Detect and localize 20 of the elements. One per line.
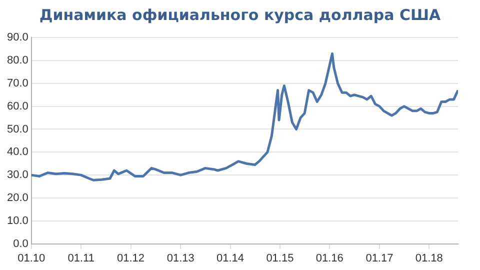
x-tick-label: 01.12 (117, 252, 145, 264)
y-tick-label: 20.0 (6, 192, 28, 204)
y-tick-label: 0.0 (13, 238, 28, 250)
y-tick-label: 60.0 (6, 100, 28, 112)
x-tick-label: 01.11 (68, 252, 94, 264)
x-tick-label: 01.17 (366, 252, 394, 264)
y-tick-label: 50.0 (6, 123, 28, 136)
x-tick-label: 01.16 (316, 252, 344, 264)
chart-title: Динамика официального курса доллара США (38, 6, 442, 24)
y-tick-label: 90.0 (6, 32, 28, 44)
x-tick-label: 01.13 (166, 252, 194, 264)
y-tick-label: 40.0 (6, 146, 28, 158)
y-tick-label: 10.0 (6, 214, 28, 227)
x-tick-label: 01.18 (415, 252, 443, 264)
y-tick-label: 70.0 (6, 77, 28, 90)
x-tick-label: 01.15 (266, 252, 294, 264)
x-tick-label: 01.10 (18, 252, 46, 264)
x-tick-label: 01.14 (216, 252, 244, 264)
y-tick-label: 80.0 (6, 54, 28, 67)
y-tick-label: 30.0 (6, 169, 28, 182)
